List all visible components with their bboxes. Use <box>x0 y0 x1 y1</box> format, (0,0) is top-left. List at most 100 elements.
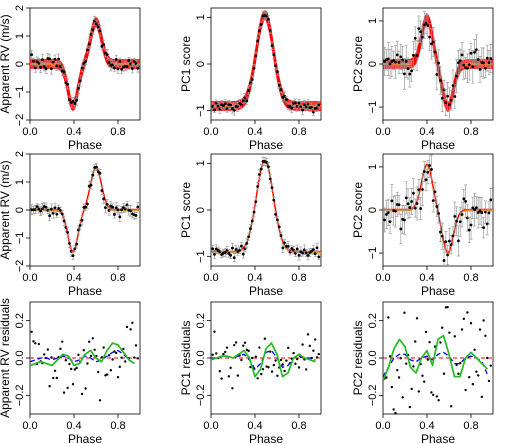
residual-point <box>122 347 125 351</box>
residual-point <box>43 353 46 356</box>
x-axis-label: Phase <box>421 432 455 444</box>
data-point <box>419 30 423 34</box>
data-point <box>313 252 317 256</box>
model-curve <box>211 159 321 253</box>
data-point <box>247 235 251 239</box>
data-point <box>276 70 279 74</box>
y-tick-label: −0.2 <box>14 384 26 406</box>
residual-point <box>247 349 250 353</box>
data-point <box>104 206 107 210</box>
data-point <box>433 190 437 194</box>
data-point <box>448 239 451 243</box>
y-tick-label: −1 <box>367 247 379 260</box>
data-point <box>118 215 122 219</box>
y-tick-label: −2 <box>14 114 26 127</box>
data-point <box>412 53 415 57</box>
residual-point <box>75 366 78 370</box>
y-tick-label: 0.0 <box>14 350 26 365</box>
data-point <box>270 44 274 48</box>
y-tick-label: 2 <box>14 5 26 11</box>
data-point <box>229 253 233 257</box>
residual-point <box>473 348 476 351</box>
residual-point <box>224 350 227 354</box>
residual-point <box>82 349 86 352</box>
blue-smoother <box>383 351 489 377</box>
data-point <box>408 206 412 209</box>
residual-point <box>442 372 446 375</box>
residual-point <box>396 368 399 372</box>
data-point <box>455 74 459 78</box>
data-point <box>299 105 303 108</box>
residual-point <box>450 405 453 408</box>
x-tick-label: 0.4 <box>247 126 262 138</box>
residual-point <box>213 330 216 333</box>
residual-point <box>234 341 238 344</box>
data-point <box>258 29 261 33</box>
x-axis-label: Phase <box>68 284 102 298</box>
data-point <box>478 209 482 213</box>
data-point <box>250 219 254 223</box>
residual-point <box>84 387 87 390</box>
data-point <box>238 248 242 252</box>
data-point <box>91 173 95 177</box>
y-axis-label: PC1 score <box>179 36 193 92</box>
residual-point <box>475 370 478 373</box>
data-point <box>66 230 70 234</box>
data-point <box>249 81 252 85</box>
data-point <box>281 246 285 250</box>
x-tick-label: 0.4 <box>419 272 434 284</box>
data-point <box>388 62 392 66</box>
data-point <box>75 242 79 246</box>
y-tick-label: 0 <box>14 61 26 67</box>
data-point <box>232 256 236 260</box>
data-point <box>457 239 460 243</box>
data-point <box>250 78 254 81</box>
data-point <box>413 36 417 40</box>
x-tick-label: 0.8 <box>463 272 478 284</box>
data-point <box>259 23 263 26</box>
plot-area <box>211 330 321 390</box>
data-point <box>404 196 408 200</box>
data-point <box>33 66 37 70</box>
residual-point <box>292 351 295 355</box>
data-point <box>37 61 41 65</box>
y-axis-label: PC2 score <box>351 36 365 92</box>
data-point <box>245 241 249 245</box>
y-tick-label: −0.2 <box>367 384 379 406</box>
data-point <box>419 207 423 210</box>
data-point <box>403 72 406 76</box>
data-point <box>290 247 294 250</box>
data-point <box>422 170 426 173</box>
data-point <box>41 58 44 62</box>
data-point <box>125 65 129 68</box>
data-point <box>464 199 468 203</box>
residual-point <box>276 374 279 377</box>
data-point <box>440 96 444 100</box>
data-point <box>417 27 421 31</box>
data-point <box>421 188 424 191</box>
data-point <box>98 29 102 33</box>
data-point <box>304 251 308 255</box>
y-tick-label: −1 <box>367 101 379 114</box>
residual-point <box>432 393 435 397</box>
panel-pc2-res: 0.0 0.4 0.8 −0.2 0.0 0.2 Phase PC2 residuals <box>351 301 494 444</box>
data-point <box>292 248 296 252</box>
residual-point <box>469 322 473 325</box>
x-tick-label: 0.8 <box>110 126 125 138</box>
residual-point <box>124 360 127 363</box>
residual-point <box>424 330 428 334</box>
x-axis-label: Phase <box>68 432 102 444</box>
y-tick-label: −1 <box>195 104 207 117</box>
data-point <box>301 108 305 112</box>
data-point <box>303 248 306 252</box>
data-point <box>50 67 53 71</box>
x-tick-label: 0.8 <box>110 272 125 284</box>
residual-point <box>243 341 247 344</box>
data-point <box>46 208 50 212</box>
residual-point <box>106 373 109 376</box>
x-axis-label: Phase <box>249 432 283 444</box>
x-tick-label: 0.0 <box>375 420 390 432</box>
residual-point <box>256 377 259 380</box>
data-point <box>223 102 227 106</box>
residual-point <box>399 357 403 360</box>
